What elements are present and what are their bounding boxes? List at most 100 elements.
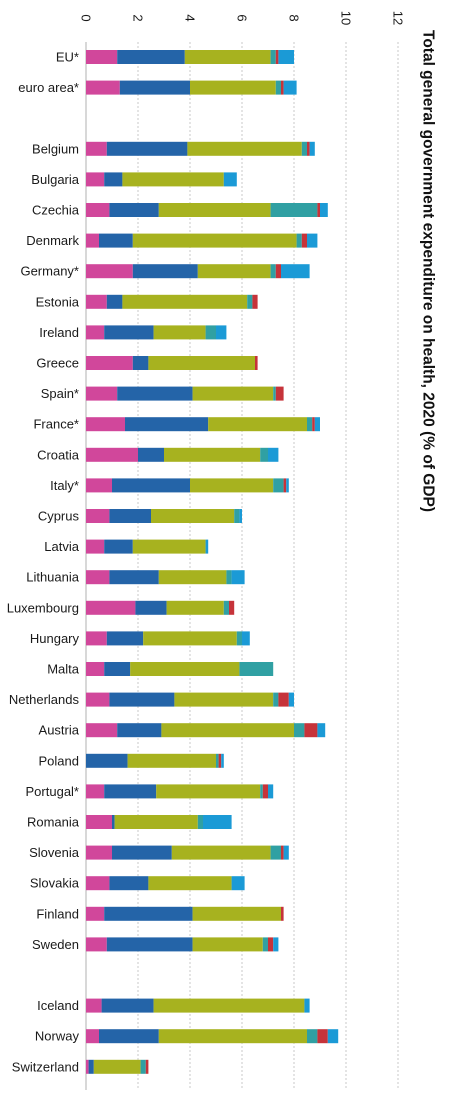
category-label: EU* xyxy=(56,50,79,65)
bar-segment xyxy=(197,264,271,279)
bar-segment xyxy=(275,386,284,401)
bar-segment xyxy=(86,50,118,64)
bar-segment xyxy=(135,600,167,615)
chart-title: Total general government expenditure on … xyxy=(420,30,437,512)
bar-segment xyxy=(86,539,105,554)
category-label: Iceland xyxy=(37,998,79,1013)
bar-segment xyxy=(99,233,133,248)
bar-segment xyxy=(273,937,279,952)
bar-segment xyxy=(151,509,235,523)
bar-segment xyxy=(192,386,274,401)
category-label: Hungary xyxy=(30,631,80,646)
bar-segment xyxy=(231,876,245,891)
bar-segment xyxy=(296,233,302,248)
category-label: Sweden xyxy=(32,937,79,952)
bar-segment xyxy=(307,1029,318,1044)
bar-segment xyxy=(270,50,276,64)
tick-label: 0 xyxy=(79,14,94,21)
bar-segment xyxy=(317,203,320,217)
bar-segment xyxy=(301,141,307,156)
bar-segment xyxy=(273,386,276,401)
bar-segment xyxy=(281,845,284,860)
tick-label: 6 xyxy=(235,14,250,21)
bar-segment xyxy=(309,141,315,156)
grid xyxy=(85,42,399,1090)
category-label: Germany* xyxy=(20,264,79,279)
bar-segment xyxy=(114,815,198,829)
bar-segment xyxy=(260,784,263,799)
bar-segment xyxy=(270,845,281,860)
bar-segment xyxy=(106,937,193,952)
bar-segment xyxy=(86,325,105,340)
bar-segment xyxy=(161,723,294,738)
bar-segment xyxy=(278,50,294,64)
bars xyxy=(86,50,339,1074)
category-label: Greece xyxy=(36,356,79,371)
bar-segment xyxy=(86,264,133,279)
bar-segment xyxy=(166,600,224,615)
bar-segment xyxy=(99,1029,159,1044)
category-label: Romania xyxy=(27,815,80,830)
category-label: euro area* xyxy=(18,80,79,95)
bar-segment xyxy=(148,356,255,370)
bar-segment xyxy=(158,1029,307,1044)
bar-segment xyxy=(226,570,232,585)
bar-segment xyxy=(106,631,144,646)
bar-segment xyxy=(221,753,224,768)
category-label: Italy* xyxy=(50,478,79,493)
bar-segment xyxy=(268,447,279,462)
category-label: Czechia xyxy=(32,203,80,218)
bar-segment xyxy=(86,203,110,217)
category-label: Spain* xyxy=(41,386,79,401)
tick-label: 8 xyxy=(287,14,302,21)
category-label: Cyprus xyxy=(38,509,80,524)
bar-segment xyxy=(242,631,250,646)
category-label: Norway xyxy=(35,1029,80,1044)
category-label: Luxembourg xyxy=(7,600,79,615)
bar-segment xyxy=(317,1029,328,1044)
bar-segment xyxy=(312,417,315,432)
bar-segment xyxy=(117,723,162,738)
bar-segment xyxy=(86,906,105,921)
bar-segment xyxy=(260,447,268,462)
category-label: Latvia xyxy=(44,539,79,554)
bar-segment xyxy=(283,478,287,493)
category-label: Croatia xyxy=(37,447,80,462)
bar-segment xyxy=(158,203,271,217)
bar-segment xyxy=(203,815,232,829)
bar-segment xyxy=(86,80,120,95)
tick-label: 10 xyxy=(339,11,354,25)
bar-segment xyxy=(86,509,110,523)
category-label: Portugal* xyxy=(26,784,79,799)
bar-segment xyxy=(190,478,274,493)
bar-segment xyxy=(86,631,107,646)
bar-segment xyxy=(247,294,253,309)
bar-segment xyxy=(86,356,133,370)
bar-segment xyxy=(307,141,310,156)
bar-segment xyxy=(239,509,242,523)
category-label: Finland xyxy=(36,906,79,921)
tick-label: 4 xyxy=(183,14,198,21)
bar-segment xyxy=(122,294,248,309)
bar-segment xyxy=(86,600,136,615)
bar-segment xyxy=(229,600,235,615)
bar-segment xyxy=(301,233,307,248)
bar-segment xyxy=(86,876,110,891)
bar-segment xyxy=(275,50,279,64)
bar-segment xyxy=(158,570,227,585)
bar-segment xyxy=(270,203,318,217)
bar-segment xyxy=(275,80,281,95)
category-label: Estonia xyxy=(36,294,80,309)
category-label: Bulgaria xyxy=(31,172,79,187)
category-label: France* xyxy=(33,417,79,432)
bar-segment xyxy=(86,1059,89,1074)
bar-segment xyxy=(307,233,318,248)
bar-segment xyxy=(86,662,105,676)
category-labels: EU* euro area* Belgium Bulgaria Czechia Denma… xyxy=(7,50,80,1075)
bar-segment xyxy=(153,325,206,340)
bar-segment xyxy=(197,815,203,829)
bar-segment xyxy=(106,141,188,156)
bar-segment xyxy=(216,753,219,768)
bar-segment xyxy=(130,662,240,676)
